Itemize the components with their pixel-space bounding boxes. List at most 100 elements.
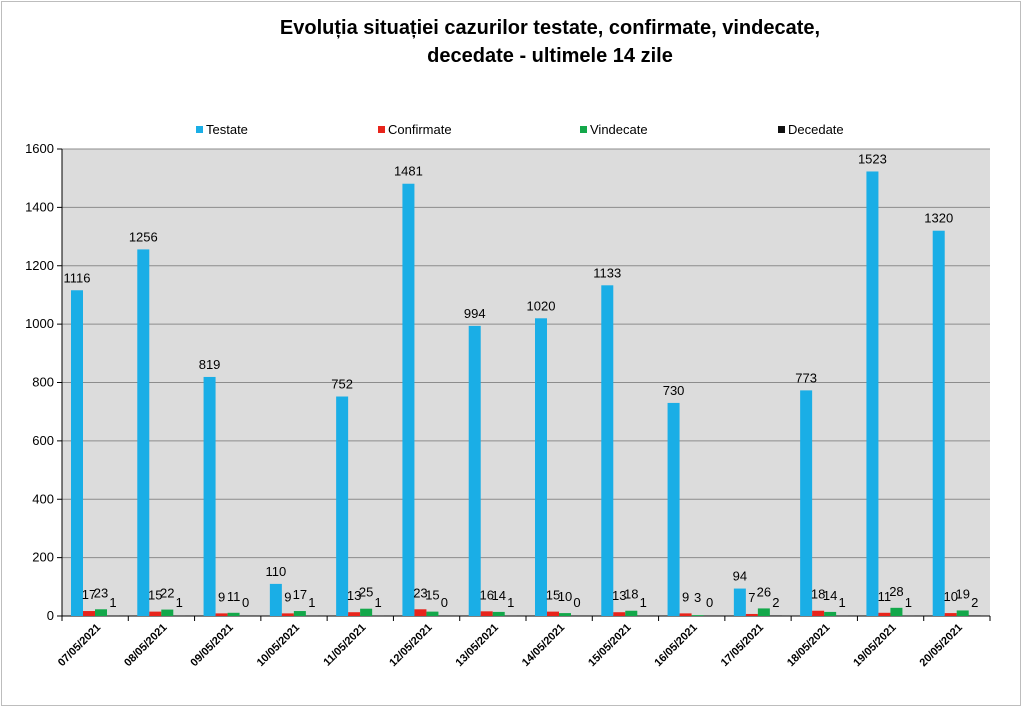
chart-title-line-2: decedate - ultimele 14 zile bbox=[427, 45, 673, 67]
bar-testate bbox=[800, 390, 813, 616]
x-tick-label: 17/05/2021 bbox=[719, 622, 766, 669]
bar-vindecate bbox=[559, 613, 571, 616]
bar-testate bbox=[137, 249, 150, 616]
data-label-testate: 819 bbox=[199, 357, 221, 372]
bar-testate bbox=[336, 396, 349, 616]
bar-testate bbox=[71, 290, 83, 616]
data-label-confirmate: 13 bbox=[347, 588, 361, 603]
data-label-vindecate: 28 bbox=[889, 584, 903, 599]
data-label-vindecate: 18 bbox=[624, 587, 638, 602]
legend-label-vindecate: Vindecate bbox=[590, 122, 648, 137]
bar-vindecate bbox=[890, 607, 903, 616]
y-tick-label: 1600 bbox=[25, 141, 54, 156]
data-label-vindecate: 19 bbox=[955, 586, 969, 601]
bar-testate bbox=[468, 325, 481, 616]
data-label-testate: 1320 bbox=[924, 211, 953, 226]
data-label-decedate: 0 bbox=[706, 595, 713, 610]
x-tick-label: 09/05/2021 bbox=[188, 622, 235, 669]
data-label-decedate: 0 bbox=[573, 595, 580, 610]
bar-testate bbox=[601, 285, 614, 616]
x-tick-label: 20/05/2021 bbox=[918, 622, 965, 669]
data-label-testate: 1116 bbox=[64, 270, 91, 285]
data-label-vindecate: 10 bbox=[558, 589, 572, 604]
x-tick-label: 15/05/2021 bbox=[586, 622, 633, 669]
bar-testate bbox=[269, 583, 282, 616]
x-tick-label: 13/05/2021 bbox=[454, 622, 501, 669]
data-label-vindecate: 22 bbox=[160, 586, 174, 601]
bar-testate bbox=[535, 318, 547, 616]
bar-vindecate bbox=[360, 608, 373, 616]
bar-confirmate bbox=[414, 609, 427, 616]
bar-vindecate bbox=[757, 608, 770, 616]
x-tick-label: 18/05/2021 bbox=[785, 622, 832, 669]
bar-testate bbox=[402, 183, 415, 616]
data-label-testate: 1133 bbox=[593, 265, 621, 280]
bar-confirmate bbox=[83, 611, 95, 616]
bar-confirmate bbox=[348, 612, 361, 616]
bar-testate bbox=[667, 402, 680, 616]
data-label-testate: 773 bbox=[795, 370, 817, 385]
bar-testate bbox=[203, 376, 216, 616]
bar-vindecate bbox=[625, 610, 638, 616]
data-label-testate: 110 bbox=[265, 564, 286, 579]
data-label-decedate: 1 bbox=[905, 595, 912, 610]
data-label-decedate: 0 bbox=[242, 595, 249, 610]
data-label-testate: 1481 bbox=[394, 164, 423, 179]
bar-confirmate bbox=[745, 613, 758, 616]
y-tick-label: 200 bbox=[32, 550, 54, 565]
data-label-vindecate: 14 bbox=[823, 588, 837, 603]
y-tick-label: 1000 bbox=[25, 316, 54, 331]
data-label-testate: 1523 bbox=[858, 151, 887, 166]
bar-confirmate bbox=[679, 613, 692, 616]
legend-swatch-decedate bbox=[778, 126, 785, 133]
y-tick-label: 0 bbox=[47, 608, 54, 623]
data-label-vindecate: 17 bbox=[293, 587, 307, 602]
data-label-testate: 752 bbox=[331, 377, 353, 392]
bar-testate bbox=[866, 171, 879, 617]
x-tick-label: 08/05/2021 bbox=[122, 622, 169, 669]
data-label-testate: 1020 bbox=[527, 298, 556, 313]
bar-testate bbox=[733, 588, 746, 616]
bar-confirmate bbox=[878, 612, 891, 616]
data-label-confirmate: 10 bbox=[943, 589, 957, 604]
x-tick-label: 10/05/2021 bbox=[255, 622, 302, 669]
bar-confirmate bbox=[149, 611, 162, 616]
legend-swatch-confirmate bbox=[378, 126, 385, 133]
data-label-confirmate: 9 bbox=[284, 589, 291, 604]
x-tick-label: 14/05/2021 bbox=[520, 622, 567, 669]
data-label-decedate: 1 bbox=[109, 595, 116, 610]
data-label-testate: 994 bbox=[464, 306, 486, 321]
data-label-testate: 730 bbox=[663, 383, 685, 398]
data-label-vindecate: 25 bbox=[359, 585, 373, 600]
bar-vindecate bbox=[293, 611, 306, 616]
y-tick-label: 1200 bbox=[25, 258, 54, 273]
data-label-confirmate: 13 bbox=[612, 588, 626, 603]
bar-confirmate bbox=[281, 613, 294, 616]
chart-title: Evoluția situației cazurilor testate, co… bbox=[0, 14, 1024, 70]
data-label-decedate: 1 bbox=[375, 595, 382, 610]
legend-label-testate: Testate bbox=[206, 122, 248, 137]
data-label-vindecate: 15 bbox=[425, 588, 439, 603]
data-label-vindecate: 14 bbox=[491, 588, 505, 603]
bar-vindecate bbox=[691, 615, 704, 616]
data-label-decedate: 1 bbox=[839, 595, 846, 610]
x-tick-label: 19/05/2021 bbox=[851, 622, 898, 669]
bar-vindecate bbox=[95, 609, 107, 616]
bar-confirmate bbox=[944, 613, 957, 616]
data-label-confirmate: 18 bbox=[811, 587, 825, 602]
bar-testate bbox=[932, 230, 945, 616]
data-label-confirmate: 17 bbox=[82, 587, 96, 602]
bar-vindecate bbox=[956, 610, 969, 616]
data-label-decedate: 1 bbox=[176, 595, 183, 610]
data-label-testate: 1256 bbox=[129, 229, 158, 244]
data-label-testate: 94 bbox=[733, 569, 747, 584]
data-label-decedate: 1 bbox=[308, 595, 315, 610]
data-label-confirmate: 15 bbox=[546, 588, 560, 603]
legend-label-decedate: Decedate bbox=[788, 122, 844, 137]
data-label-confirmate: 11 bbox=[878, 589, 892, 604]
bar-vindecate bbox=[492, 611, 505, 616]
chart-title-line-1: Evoluția situației cazurilor testate, co… bbox=[279, 17, 821, 39]
legend-label-confirmate: Confirmate bbox=[388, 122, 452, 137]
